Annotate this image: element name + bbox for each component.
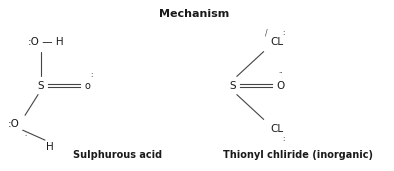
Text: /: / [266, 29, 268, 38]
Text: Thionyl chliride (inorganic): Thionyl chliride (inorganic) [223, 150, 373, 160]
Text: Mechanism: Mechanism [160, 9, 230, 19]
Text: .: . [24, 131, 26, 137]
Text: :: : [282, 30, 284, 36]
Text: — H: — H [39, 37, 64, 48]
Text: :: : [282, 136, 284, 142]
Text: S: S [38, 81, 45, 90]
Text: Sulphurous acid: Sulphurous acid [73, 150, 162, 160]
Text: ..: .. [278, 68, 282, 74]
Text: CL: CL [270, 123, 283, 134]
Text: H: H [46, 142, 54, 152]
Text: CL: CL [270, 37, 283, 48]
Text: :O: :O [7, 119, 19, 129]
Text: O: O [276, 81, 284, 90]
Text: :O: :O [27, 37, 39, 48]
Text: S: S [230, 81, 236, 90]
Text: o: o [84, 81, 90, 90]
Text: :: : [91, 72, 93, 78]
